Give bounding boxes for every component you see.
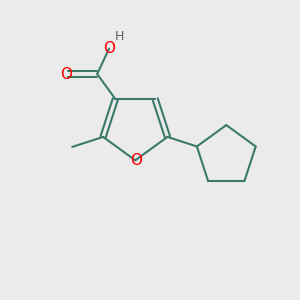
Text: H: H: [115, 30, 124, 43]
Text: O: O: [130, 153, 142, 168]
Text: O: O: [60, 67, 72, 82]
Text: O: O: [103, 41, 116, 56]
